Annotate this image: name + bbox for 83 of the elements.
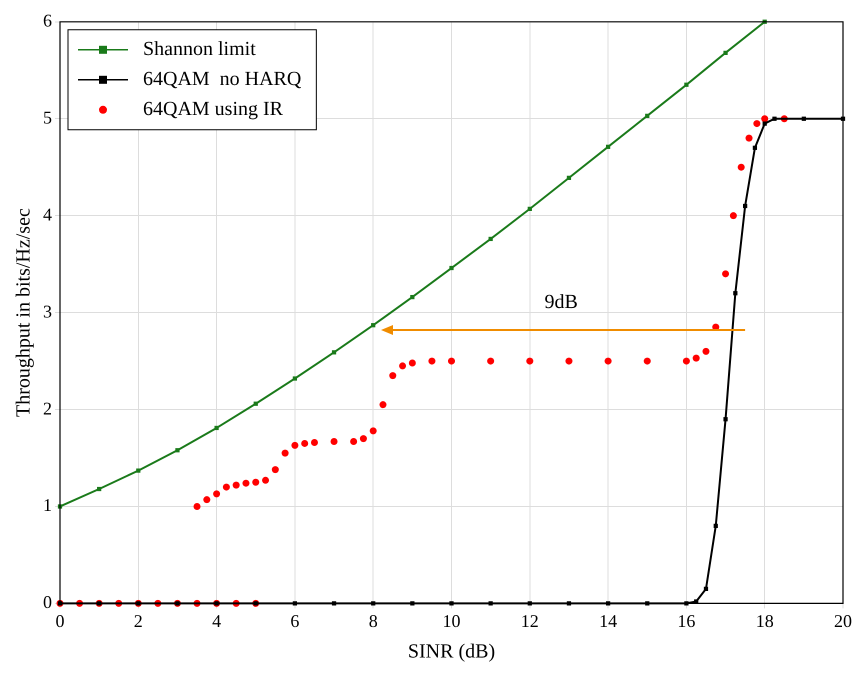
x-tick-label: 16 — [677, 610, 696, 631]
point — [730, 212, 737, 220]
y-axis-title: Throughput in bits/Hz/sec — [12, 208, 34, 418]
point — [714, 524, 718, 528]
point — [332, 350, 336, 354]
point — [746, 134, 753, 142]
x-tick-label: 2 — [134, 610, 143, 631]
point — [733, 291, 738, 296]
point — [428, 358, 436, 365]
y-tick-label: 0 — [43, 592, 52, 612]
point — [330, 438, 338, 446]
point — [360, 435, 367, 442]
x-tick-label: 6 — [290, 610, 300, 631]
point — [682, 358, 690, 365]
y-tick-label: 1 — [43, 495, 52, 516]
point — [379, 401, 386, 408]
point — [738, 164, 745, 171]
point — [310, 438, 318, 446]
point — [301, 440, 308, 447]
point — [350, 438, 358, 446]
point — [644, 358, 651, 365]
point — [752, 146, 758, 150]
point — [704, 586, 708, 591]
point — [528, 206, 532, 212]
point — [232, 482, 240, 489]
point — [488, 236, 493, 242]
x-tick-label: 12 — [520, 610, 539, 631]
point — [526, 358, 534, 365]
point — [753, 120, 760, 128]
point — [254, 402, 258, 406]
y-tick-label: 2 — [43, 398, 52, 418]
point — [566, 176, 572, 180]
legend-label: 64QAM using IR — [143, 98, 284, 120]
x-tick-label: 20 — [834, 610, 852, 631]
y-tick-label: 6 — [43, 10, 52, 31]
point — [410, 294, 414, 300]
point — [487, 358, 494, 365]
x-tick-label: 4 — [212, 610, 222, 631]
point — [772, 116, 777, 121]
x-tick-label: 8 — [368, 610, 378, 631]
x-tick-label: 14 — [599, 610, 618, 631]
x-tick-label: 10 — [442, 610, 460, 631]
y-tick-label: 3 — [43, 301, 52, 322]
point — [213, 490, 220, 498]
point — [761, 115, 768, 122]
point — [175, 448, 180, 452]
point — [399, 362, 406, 370]
point — [242, 480, 250, 487]
point — [272, 466, 279, 474]
point — [252, 478, 260, 486]
point — [802, 116, 806, 121]
point — [408, 360, 416, 367]
point — [723, 50, 728, 55]
legend-label: Shannon limit — [143, 38, 256, 60]
point — [291, 442, 298, 449]
point — [448, 358, 455, 365]
point — [97, 486, 102, 492]
point — [136, 468, 140, 473]
x-tick-label: 18 — [756, 610, 774, 631]
point — [702, 348, 710, 355]
point — [203, 496, 210, 504]
y-tick-label: 4 — [43, 204, 52, 224]
point — [692, 354, 700, 362]
x-tick-label: 0 — [56, 610, 64, 631]
point — [722, 270, 730, 278]
point — [645, 114, 650, 118]
point — [371, 323, 376, 328]
x-axis-title: SINR (dB) — [408, 640, 496, 662]
point — [762, 121, 767, 126]
point — [370, 427, 377, 434]
point — [684, 82, 689, 87]
point — [222, 484, 230, 491]
point — [262, 476, 270, 484]
point — [282, 450, 289, 457]
point — [604, 358, 612, 365]
point — [723, 417, 728, 422]
legend-label: 64QAM no HARQ — [143, 68, 302, 90]
point — [606, 144, 610, 149]
y-tick-label: 5 — [43, 107, 52, 128]
point — [389, 372, 396, 380]
point — [565, 358, 572, 365]
annotation: 9dB — [544, 290, 578, 313]
point — [194, 502, 201, 510]
